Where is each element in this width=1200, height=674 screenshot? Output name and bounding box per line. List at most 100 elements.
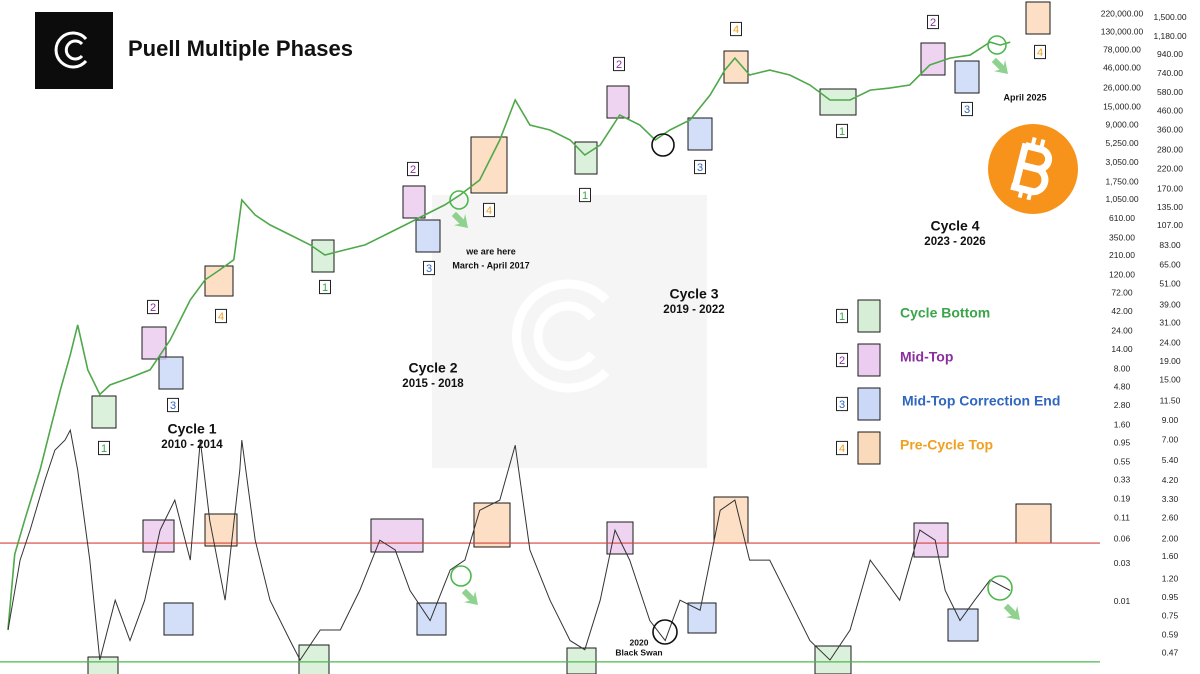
highlight-circle: [450, 565, 472, 587]
legend-swatch: [857, 431, 881, 465]
y-tick-label: 0.03: [1114, 558, 1131, 568]
y-tick-label: 46,000.00: [1103, 63, 1141, 73]
y-tick-label: 0.01: [1114, 596, 1131, 606]
phase-box: [566, 647, 597, 674]
phase-tag-box: [319, 279, 331, 295]
arrow: [991, 57, 1008, 74]
phase-tag: 2: [410, 164, 416, 176]
phase-box: [163, 602, 194, 636]
y-tick-label: 220,000.00: [1101, 8, 1144, 18]
cycle-years: 2010 - 2014: [161, 439, 223, 451]
cycle-name: Cycle 2: [408, 360, 457, 376]
highlight-circle: [652, 619, 678, 645]
y2-tick-label: 15.00: [1159, 375, 1181, 385]
y-tick-label: 24.00: [1111, 325, 1133, 335]
phase-box: [606, 85, 630, 119]
annotation: 2020: [630, 637, 649, 647]
y2-tick-label: 0.95: [1162, 592, 1179, 602]
phase-box: [954, 60, 980, 94]
phase-tag-box: [836, 396, 848, 412]
phase-tag-box: [147, 299, 159, 315]
y-tick-label: 4.80: [1114, 381, 1131, 391]
y-tick-label: 120.00: [1109, 270, 1135, 280]
y2-tick-label: 0.59: [1162, 629, 1179, 639]
y2-tick-label: 1,500.00: [1153, 12, 1186, 22]
phase-tag-box: [215, 308, 227, 324]
y-tick-label: 350.00: [1109, 232, 1135, 242]
y2-tick-label: 1.60: [1162, 551, 1179, 561]
highlight-circle: [987, 575, 1013, 601]
phase-tag: 1: [582, 190, 588, 202]
y-tick-label: 8.00: [1114, 364, 1131, 374]
phase-tag-box: [961, 101, 973, 117]
y2-tick-label: 280.00: [1157, 144, 1183, 154]
phase-tag: 1: [322, 282, 328, 294]
phase-box: [415, 219, 441, 253]
cycle-name: Cycle 3: [669, 286, 718, 302]
arrow: [451, 211, 468, 228]
y2-tick-label: 5.40: [1162, 455, 1179, 465]
cycle-years: 2019 - 2022: [663, 304, 724, 316]
y-tick-label: 2.80: [1114, 400, 1131, 410]
y-tick-label: 210.00: [1109, 250, 1135, 260]
phase-box: [947, 608, 979, 642]
y-tick-label: 1,050.00: [1105, 194, 1138, 204]
annotation: Black Swan: [615, 647, 662, 657]
highlight-circle: [449, 190, 469, 210]
phase-tag: 3: [426, 263, 432, 275]
phase-tag-box: [483, 202, 495, 218]
phase-box: [87, 656, 119, 674]
annotation: April 2025: [1003, 92, 1046, 102]
y2-tick-label: 0.75: [1162, 610, 1179, 620]
y-tick-label: 1,750.00: [1105, 176, 1138, 186]
highlight-circle: [987, 35, 1007, 55]
phase-tag-box: [613, 56, 625, 72]
y2-tick-label: 740.00: [1157, 68, 1183, 78]
phase-box: [141, 326, 167, 360]
y2-tick-label: 2.60: [1162, 513, 1179, 523]
phase-box: [158, 356, 184, 390]
y2-tick-label: 11.50: [1160, 396, 1181, 406]
y2-tick-label: 51.00: [1159, 278, 1181, 288]
phase-box: [913, 522, 949, 558]
phase-box: [402, 185, 426, 219]
y-tick-label: 610.00: [1109, 213, 1135, 223]
phase-tag-box: [167, 397, 179, 413]
phase-tag: 3: [964, 104, 970, 116]
y2-tick-label: 580.00: [1157, 87, 1183, 97]
phase-box: [298, 644, 330, 674]
phase-tag: 4: [486, 205, 492, 217]
phase-box: [473, 502, 511, 548]
y2-tick-label: 39.00: [1159, 299, 1181, 309]
y2-tick-label: 19.00: [1159, 356, 1181, 366]
phase-tag-box: [423, 260, 435, 276]
phase-tag-box: [1034, 44, 1046, 60]
y2-tick-label: 2.00: [1162, 533, 1179, 543]
y-tick-label: 1.60: [1114, 420, 1131, 430]
arrow: [461, 588, 478, 605]
watermark: [432, 195, 707, 468]
y-tick-label: 0.11: [1114, 513, 1130, 523]
legend-swatch: [857, 343, 881, 377]
phase-box: [470, 136, 508, 194]
watermark-logo: [511, 279, 610, 393]
phase-tag: 2: [930, 17, 936, 29]
phase-tag: 1: [101, 443, 107, 455]
y-tick-label: 0.06: [1114, 534, 1131, 544]
y2-tick-label: 7.00: [1162, 435, 1179, 445]
legend-swatch: [857, 387, 881, 421]
y2-tick-label: 135.00: [1157, 202, 1183, 212]
y-tick-label: 0.33: [1114, 474, 1131, 484]
y2-tick-label: 360.00: [1157, 125, 1183, 135]
axis-area: [1100, 0, 1200, 674]
y2-tick-label: 1,180.00: [1153, 31, 1186, 41]
phase-box: [819, 88, 857, 116]
cycle-name: Cycle 1: [167, 421, 216, 437]
cycle-years: 2015 - 2018: [402, 378, 464, 390]
phase-box: [91, 395, 117, 429]
legend-swatch: [857, 299, 881, 333]
phase-tag-box: [98, 440, 110, 456]
arrow: [1003, 603, 1020, 620]
phase-box: [687, 117, 713, 151]
y2-tick-label: 9.00: [1162, 415, 1179, 425]
